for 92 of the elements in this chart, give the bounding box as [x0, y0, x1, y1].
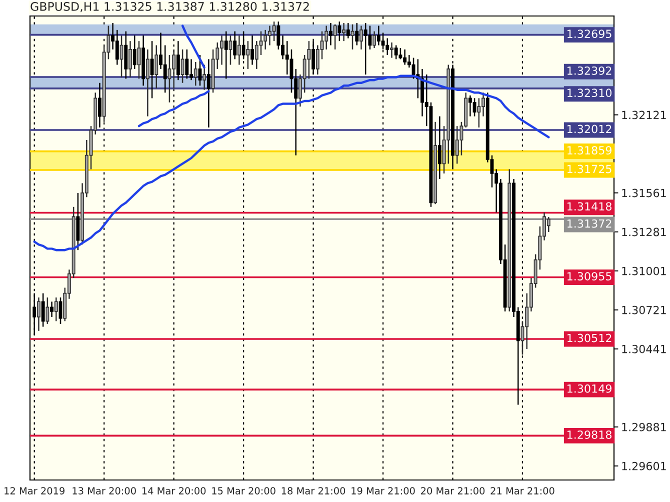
ref-line-label: 1.29818: [568, 430, 612, 439]
x-tick-label: 21 Mar 21:00: [490, 487, 554, 494]
candlestick: [376, 25, 380, 46]
candlestick: [202, 64, 206, 90]
candlestick: [254, 40, 258, 70]
candlestick: [342, 22, 346, 42]
x-tick-label: 15 Mar 20:00: [212, 487, 276, 494]
candlestick: [180, 48, 184, 84]
chart-title: GBPUSD,H1 1.31325 1.31387 1.31280 1.31372: [30, 2, 309, 12]
candlestick: [324, 25, 328, 50]
candlestick: [259, 30, 263, 56]
candlestick: [359, 25, 363, 50]
ref-line-label: 1.31725: [568, 164, 612, 174]
candlestick: [150, 40, 154, 99]
candlestick: [242, 30, 246, 60]
line-series: [138, 90, 210, 128]
candlestick: [316, 44, 320, 76]
candlestick: [115, 29, 119, 66]
candlestick: [307, 40, 311, 80]
ref-line-label: 1.30955: [568, 272, 612, 280]
candlestick: [168, 54, 172, 104]
candlestick: [272, 20, 276, 42]
candlestick: [128, 40, 132, 78]
candlestick: [246, 40, 250, 70]
candlestick: [50, 301, 54, 318]
candlestick: [76, 192, 80, 251]
x-tick-label: 13 Mar 20:00: [72, 487, 136, 494]
candlestick: [250, 34, 254, 66]
x-tick-label: 20 Mar 21:00: [421, 487, 485, 494]
candlestick: [224, 30, 228, 80]
candlestick: [58, 296, 62, 325]
candlestick: [54, 296, 58, 322]
x-tick-label: 14 Mar 20:00: [142, 487, 206, 494]
candlestick: [185, 48, 189, 80]
candlestick: [154, 44, 158, 90]
candlestick: [233, 30, 237, 60]
candlestick: [472, 98, 476, 117]
candlestick: [206, 58, 210, 128]
candlestick: [477, 98, 481, 128]
candlestick: [132, 34, 136, 70]
candlestick: [328, 22, 332, 46]
candlestick: [41, 292, 45, 328]
y-tick-label: 1.32121: [622, 110, 666, 120]
ref-line-label: 1.30149: [568, 384, 612, 393]
candlestick: [194, 61, 198, 86]
candlestick: [338, 20, 342, 42]
y-tick-label: 1.29601: [622, 462, 666, 470]
candlestick: [146, 48, 150, 117]
y-tick-label: 1.30441: [622, 344, 666, 354]
candlestick: [390, 42, 394, 58]
candlestick: [386, 38, 390, 56]
candlestick: [228, 34, 232, 66]
candlestick: [46, 296, 50, 325]
y-tick-label: 1.31561: [622, 188, 666, 198]
ref-line-label: 1.32695: [568, 30, 612, 38]
candlestick: [364, 22, 368, 76]
line-series: [181, 24, 206, 69]
candlestick: [36, 296, 40, 332]
candlestick: [98, 82, 102, 128]
x-tick-label: 18 Mar 21:00: [282, 487, 346, 494]
ref-line-label: 1.31418: [568, 202, 612, 211]
candlestick: [237, 34, 241, 66]
candlestick: [355, 22, 359, 46]
candlestick: [368, 25, 372, 50]
candlestick: [285, 40, 289, 76]
candlestick: [398, 47, 402, 60]
candlestick: [455, 125, 459, 164]
candlestick: [264, 29, 268, 50]
candlestick: [346, 22, 350, 39]
y-tick-label: 1.31281: [622, 228, 666, 236]
y-tick-label: 1.30721: [622, 306, 666, 314]
candlestick: [176, 40, 180, 81]
ref-line-label: 1.32012: [568, 124, 612, 134]
candlestick: [333, 24, 337, 50]
y-tick-label: 1.31001: [622, 266, 666, 276]
ref-line-label: 1.31859: [568, 146, 612, 155]
candlestick: [438, 116, 442, 180]
candlestick: [546, 216, 550, 233]
x-tick-label: 12 Mar 2019: [4, 487, 64, 494]
candlestick: [124, 30, 128, 80]
candlestick: [163, 44, 167, 94]
x-tick-label: 19 Mar 21:00: [352, 487, 415, 494]
y-tick-label: 1.29881: [622, 422, 666, 432]
ref-line-label: 1.32392: [568, 66, 612, 75]
candlestick: [198, 54, 202, 86]
candlestick: [137, 40, 141, 80]
candlestick: [372, 30, 376, 49]
candlestick: [350, 24, 354, 50]
candlestick: [394, 44, 398, 60]
ref-line-label: 1.31372: [568, 219, 612, 228]
ref-line-label: 1.32310: [568, 88, 612, 98]
ref-line-label: 1.30512: [568, 334, 612, 342]
